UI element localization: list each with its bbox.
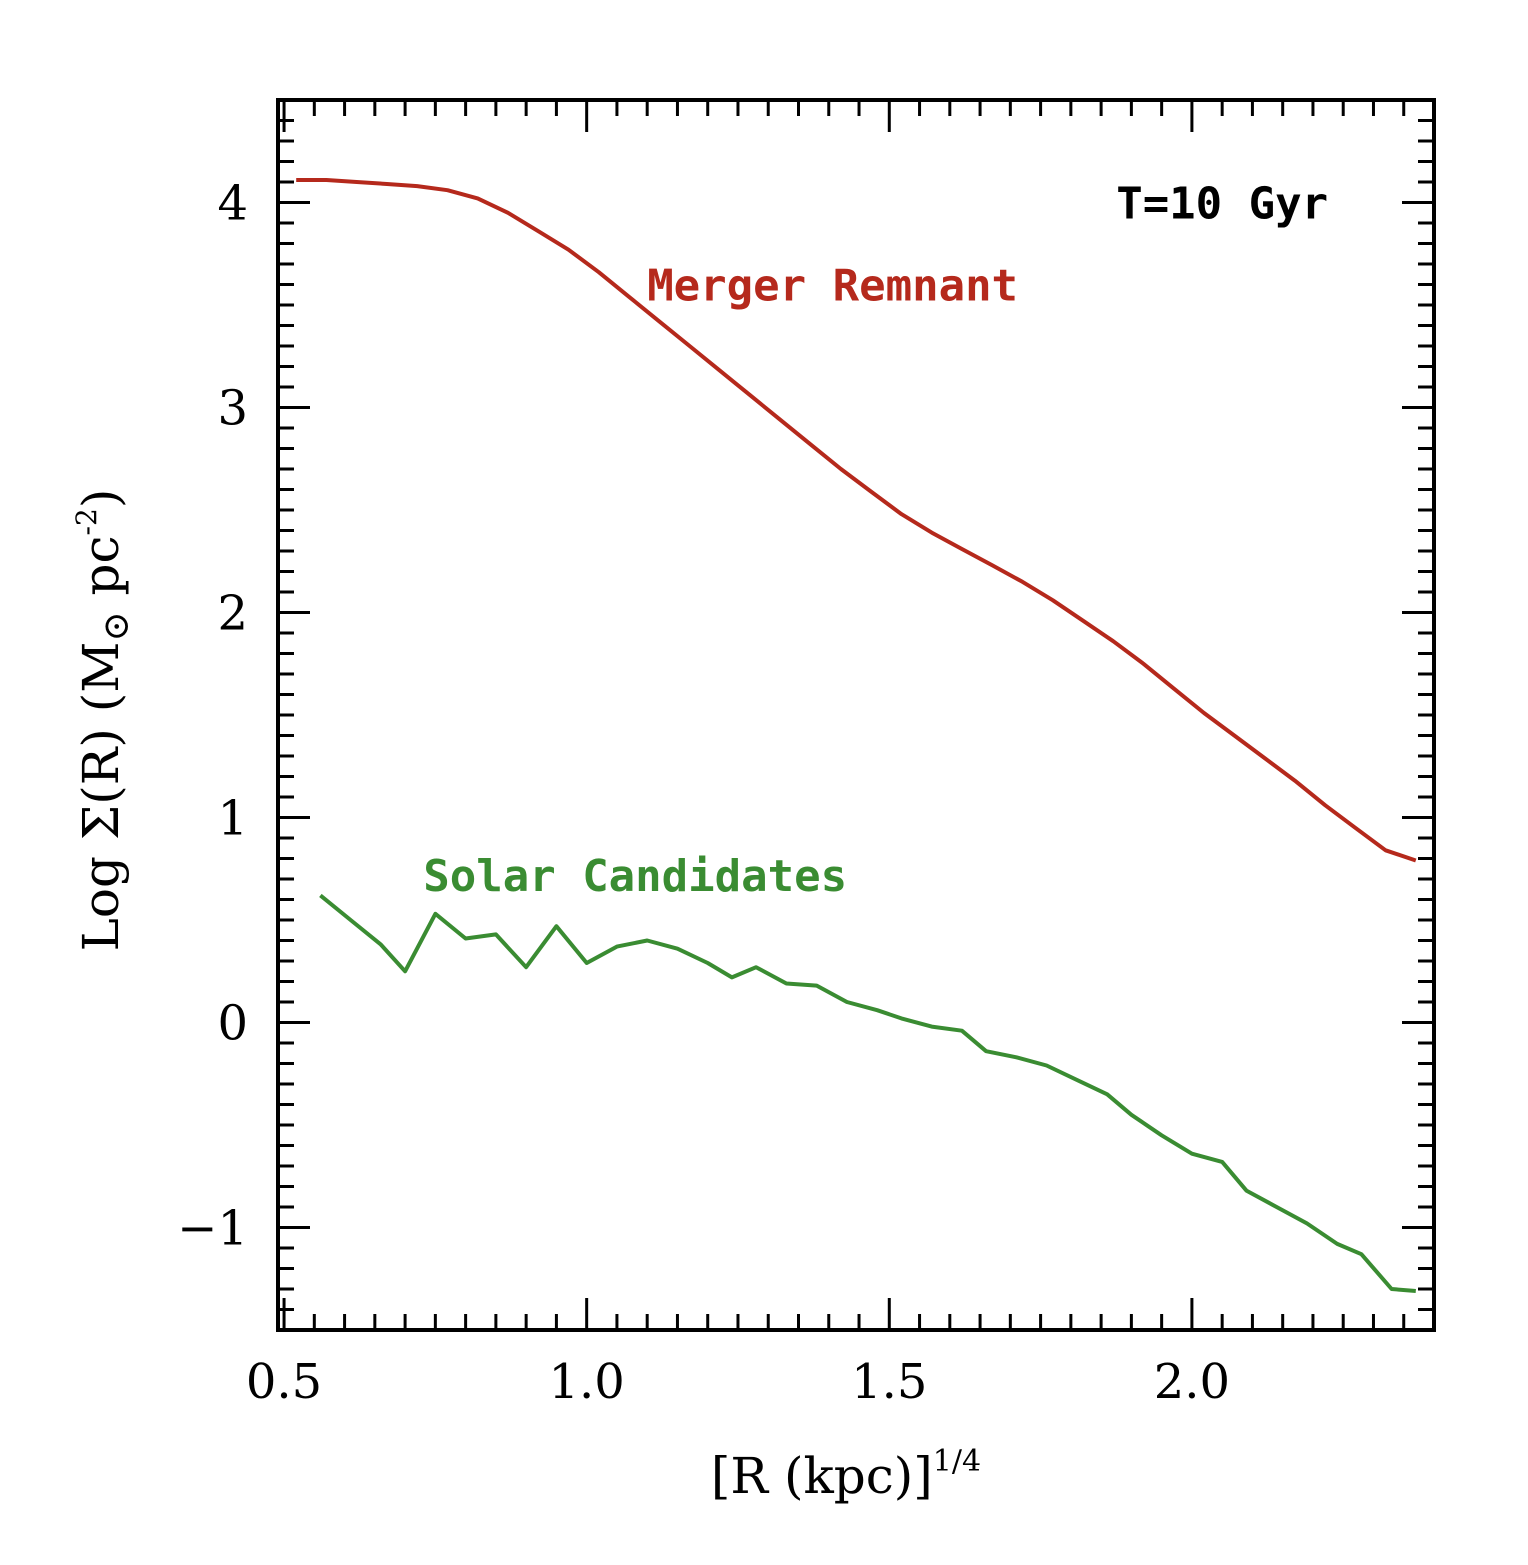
merger-remnant-label: Merger Remnant	[647, 261, 1018, 312]
merger-remnant-line	[296, 178, 1417, 863]
plot-frame	[276, 98, 1436, 1332]
annotation-layer: T=10 Gyr Merger Remnant Solar Candidates	[423, 179, 1328, 902]
x-tick-label: 1.5	[851, 1354, 927, 1410]
y-axis-label: Log Σ(R) (M⊙ pc-2)	[70, 489, 137, 952]
y-axis-label-close: )	[72, 489, 130, 509]
y-tick-label: 3	[217, 381, 248, 437]
x-tick-label: 0.5	[246, 1354, 322, 1410]
solar-candidates-label: Solar Candidates	[423, 851, 847, 902]
time-annotation: T=10 Gyr	[1116, 179, 1328, 230]
label-layer: 0.5 1.0 1.5 2.0 −1 0 1 2 3 4	[177, 176, 1230, 1411]
y-tick-label: 4	[217, 176, 248, 232]
x-axis-label-main: [R (kpc)]	[711, 1447, 933, 1505]
solar-candidates-line	[319, 893, 1416, 1293]
y-tick-label: 1	[217, 791, 248, 847]
series-layer	[296, 178, 1417, 1293]
y-tick-label: 0	[217, 996, 248, 1052]
x-tick-label: 2.0	[1154, 1354, 1230, 1410]
y-axis-label-unit: pc	[72, 535, 130, 611]
tick-layer	[278, 98, 1436, 1332]
x-axis-label: [R (kpc)]1/4	[711, 1444, 981, 1505]
x-tick-label: 1.0	[548, 1354, 624, 1410]
y-axis-label-main: Log Σ(R) (M	[72, 642, 130, 952]
y-axis-label-sun-symbol: ⊙	[96, 611, 137, 641]
y-axis-label-superscript: -2	[70, 508, 103, 535]
y-tick-label: −1	[177, 1201, 248, 1257]
x-axis-label-superscript: 1/4	[933, 1444, 981, 1479]
y-tick-label: 2	[217, 586, 248, 642]
